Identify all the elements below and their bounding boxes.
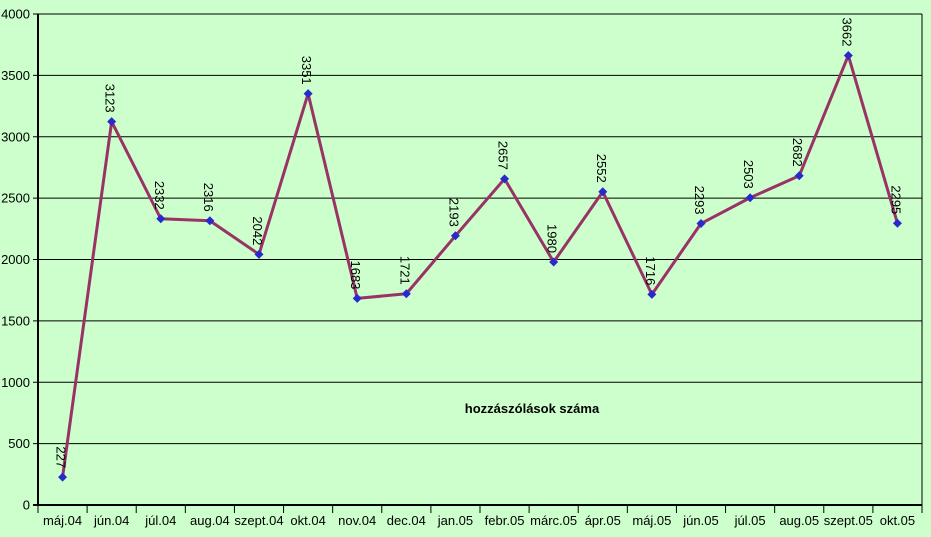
x-axis-label: dec.04 bbox=[387, 513, 426, 528]
data-point-label: 3662 bbox=[839, 18, 854, 47]
data-point-label: 2503 bbox=[741, 160, 756, 189]
x-axis-label: márc.05 bbox=[530, 513, 577, 528]
x-axis-label: okt.05 bbox=[880, 513, 915, 528]
data-point-marker bbox=[156, 214, 166, 224]
x-axis-label: aug.04 bbox=[190, 513, 230, 528]
data-point-marker bbox=[598, 187, 608, 197]
y-axis-label: 500 bbox=[8, 436, 30, 451]
x-axis-label: jún.04 bbox=[93, 513, 129, 528]
data-point-marker bbox=[107, 117, 117, 127]
data-point-marker bbox=[352, 293, 362, 303]
data-point-marker bbox=[58, 472, 68, 482]
data-point-marker bbox=[794, 171, 804, 181]
y-axis-label: 2000 bbox=[1, 252, 30, 267]
data-point-label: 1683 bbox=[348, 260, 363, 289]
data-point-label: 2042 bbox=[250, 216, 265, 245]
data-point-label: 227 bbox=[54, 446, 69, 468]
data-point-marker bbox=[450, 231, 460, 241]
data-point-marker bbox=[401, 289, 411, 299]
x-axis-label: szept.05 bbox=[824, 513, 873, 528]
data-point-label: 2193 bbox=[446, 198, 461, 227]
data-point-marker bbox=[500, 174, 510, 184]
y-axis-label: 3500 bbox=[1, 68, 30, 83]
data-point-label: 3123 bbox=[103, 84, 118, 113]
x-axis-label: júl.05 bbox=[734, 513, 766, 528]
x-axis-label: júl.04 bbox=[144, 513, 176, 528]
data-point-label: 2552 bbox=[594, 154, 609, 183]
data-point-marker bbox=[647, 289, 657, 299]
y-axis-label: 1500 bbox=[1, 313, 30, 328]
data-point-marker bbox=[205, 216, 215, 226]
x-axis-label: szept.04 bbox=[234, 513, 283, 528]
data-point-label: 1716 bbox=[643, 256, 658, 285]
data-point-label: 2332 bbox=[152, 181, 167, 210]
data-point-marker bbox=[745, 193, 755, 203]
data-point-label: 1980 bbox=[545, 224, 560, 253]
data-point-label: 2295 bbox=[888, 185, 903, 214]
x-axis-label: okt.04 bbox=[290, 513, 325, 528]
x-axis-label: ápr.05 bbox=[585, 513, 621, 528]
data-point-label: 2293 bbox=[692, 186, 707, 215]
data-point-marker bbox=[254, 249, 264, 259]
x-axis-label: febr.05 bbox=[485, 513, 525, 528]
data-point-label: 1721 bbox=[397, 256, 412, 285]
y-axis-label: 0 bbox=[23, 498, 30, 513]
data-point-label: 2316 bbox=[201, 183, 216, 212]
y-axis-label: 2500 bbox=[1, 191, 30, 206]
data-point-label: 3351 bbox=[299, 56, 314, 85]
x-axis-label: nov.04 bbox=[338, 513, 376, 528]
x-axis-label: máj.05 bbox=[632, 513, 671, 528]
data-point-marker bbox=[696, 219, 706, 229]
data-point-label: 2657 bbox=[496, 141, 511, 170]
y-axis-label: 4000 bbox=[1, 7, 30, 22]
x-axis-label: jan.05 bbox=[437, 513, 473, 528]
x-axis-label: aug.05 bbox=[779, 513, 819, 528]
data-point-label: 2682 bbox=[790, 138, 805, 167]
x-axis-label: jún.05 bbox=[682, 513, 718, 528]
y-axis-label: 1000 bbox=[1, 375, 30, 390]
data-point-marker bbox=[892, 218, 902, 228]
data-point-marker bbox=[843, 50, 853, 60]
x-axis-label: máj.04 bbox=[43, 513, 82, 528]
data-point-marker bbox=[549, 257, 559, 267]
data-series-line bbox=[61, 53, 899, 478]
data-point-marker bbox=[303, 89, 313, 99]
y-axis-label: 3000 bbox=[1, 129, 30, 144]
chart-annotation: hozzászólások száma bbox=[465, 401, 600, 416]
